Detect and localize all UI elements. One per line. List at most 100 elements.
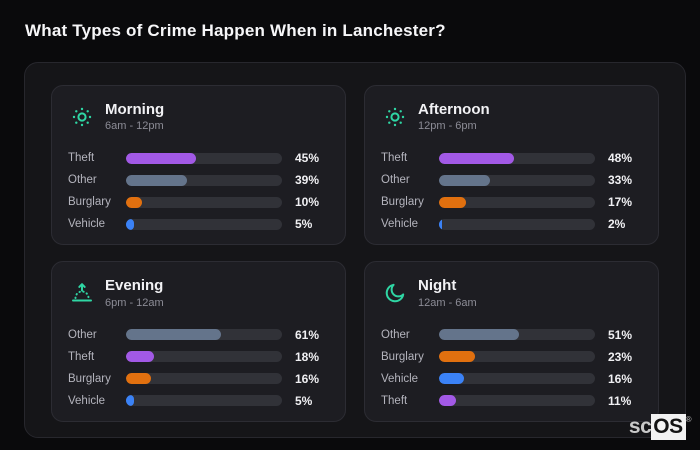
bar-fill (439, 174, 491, 186)
panel-header: Morning 6am - 12pm (70, 101, 329, 132)
value-label: 11% (608, 393, 632, 408)
category-label: Vehicle (68, 218, 106, 231)
bar-track (439, 329, 595, 340)
category-label: Theft (68, 152, 95, 165)
category-label: Theft (381, 394, 408, 407)
page-title: What Types of Crime Happen When in Lanch… (25, 21, 446, 40)
bar-row: Vehicle 5% (68, 213, 329, 235)
bar-fill (439, 152, 514, 164)
value-label: 5% (295, 393, 313, 408)
bar-track (126, 395, 282, 406)
value-label: 16% (608, 371, 633, 386)
bar-rows: Theft 45% Other 39% Burglary 10% Vehicle… (68, 147, 329, 235)
dashboard-container: Morning 6am - 12pm Theft 45% Other 39% B… (24, 62, 686, 438)
category-label: Other (381, 328, 410, 341)
bar-row: Burglary 23% (381, 346, 642, 368)
value-label: 10% (295, 195, 320, 210)
value-label: 23% (608, 349, 633, 364)
category-label: Other (68, 174, 97, 187)
bar-row: Burglary 16% (68, 368, 329, 390)
time-panel: Evening 6pm - 12am Other 61% Theft 18% B… (51, 261, 346, 422)
bar-track (439, 152, 595, 164)
panel-title: Evening (105, 277, 164, 295)
bar-fill (439, 395, 457, 406)
moon-icon (383, 281, 407, 305)
panel-heading-text: Morning 6am - 12pm (105, 101, 164, 132)
panel-time-range: 12am - 6am (418, 296, 477, 309)
panel-title: Morning (105, 101, 165, 118)
sun-icon (383, 105, 407, 129)
bar-row: Vehicle 16% (381, 368, 642, 390)
bar-row: Other 51% (381, 324, 642, 346)
bar-row: Theft 18% (68, 346, 329, 368)
time-panel: Morning 6am - 12pm Theft 45% Other 39% B… (51, 85, 346, 246)
bar-row: Burglary 17% (381, 191, 642, 213)
bar-track (439, 373, 595, 384)
bar-track (126, 218, 282, 230)
bar-track (439, 218, 595, 230)
category-label: Vehicle (381, 372, 419, 385)
value-label: 45% (295, 151, 320, 166)
scos-logo: scOS ® (628, 414, 692, 440)
panel-title: Afternoon (418, 101, 490, 118)
bar-rows: Other 51% Burglary 23% Vehicle 16% Theft… (381, 324, 642, 412)
brand-prefix: sc (628, 415, 652, 438)
brand-suffix: OS (651, 414, 686, 440)
panel-time-range: 12pm - 6pm (418, 120, 477, 133)
value-label: 16% (295, 371, 320, 386)
bar-track (126, 174, 282, 186)
bar-rows: Other 61% Theft 18% Burglary 16% Vehicle… (68, 324, 329, 412)
panel-heading-text: Evening 6pm - 12am (105, 277, 164, 308)
panel-heading-text: Afternoon 12pm - 6pm (418, 101, 490, 132)
category-label: Vehicle (381, 218, 419, 231)
bar-fill (126, 174, 187, 186)
panel-header: Afternoon 12pm - 6pm (383, 101, 642, 132)
panels-grid: Morning 6am - 12pm Theft 45% Other 39% B… (51, 85, 659, 422)
category-label: Burglary (68, 196, 111, 209)
value-label: 2% (608, 217, 626, 232)
value-label: 5% (295, 217, 313, 232)
value-label: 33% (608, 173, 633, 188)
bar-fill (126, 351, 155, 362)
bar-fill (126, 152, 197, 164)
bar-track (126, 373, 282, 384)
value-label: 17% (608, 195, 633, 210)
bar-row: Theft 11% (381, 390, 642, 412)
bar-track (439, 351, 595, 362)
panel-header: Night 12am - 6am (383, 277, 642, 309)
bar-row: Vehicle 5% (68, 390, 329, 412)
category-label: Theft (381, 152, 408, 165)
category-label: Other (68, 328, 97, 341)
bar-fill (126, 395, 134, 406)
bar-fill (439, 218, 443, 230)
sun-icon (70, 105, 94, 129)
category-label: Vehicle (68, 394, 106, 407)
panel-heading-text: Night 12am - 6am (418, 277, 477, 308)
bar-fill (126, 329, 222, 340)
category-label: Burglary (381, 350, 424, 363)
bar-fill (439, 351, 475, 362)
bar-track (126, 152, 282, 164)
bar-row: Other 39% (68, 169, 329, 191)
bar-fill (439, 373, 464, 384)
time-panel: Night 12am - 6am Other 51% Burglary 23% … (364, 261, 659, 422)
panel-header: Evening 6pm - 12am (70, 277, 329, 309)
bar-row: Burglary 10% (68, 191, 329, 213)
category-label: Theft (68, 350, 95, 363)
value-label: 61% (295, 327, 320, 342)
bar-fill (126, 373, 151, 384)
value-label: 39% (295, 173, 320, 188)
bar-row: Vehicle 2% (381, 213, 642, 235)
bar-track (126, 351, 282, 362)
bar-row: Other 61% (68, 324, 329, 346)
panel-time-range: 6am - 12pm (105, 120, 164, 133)
sunrise-icon (70, 281, 94, 305)
panel-title: Night (418, 277, 457, 295)
registered-mark-icon: ® (685, 415, 692, 424)
category-label: Other (381, 174, 410, 187)
category-label: Burglary (68, 372, 111, 385)
bar-track (126, 329, 282, 340)
bar-track (439, 196, 595, 208)
panel-time-range: 6pm - 12am (105, 296, 164, 309)
bar-fill (439, 329, 519, 340)
